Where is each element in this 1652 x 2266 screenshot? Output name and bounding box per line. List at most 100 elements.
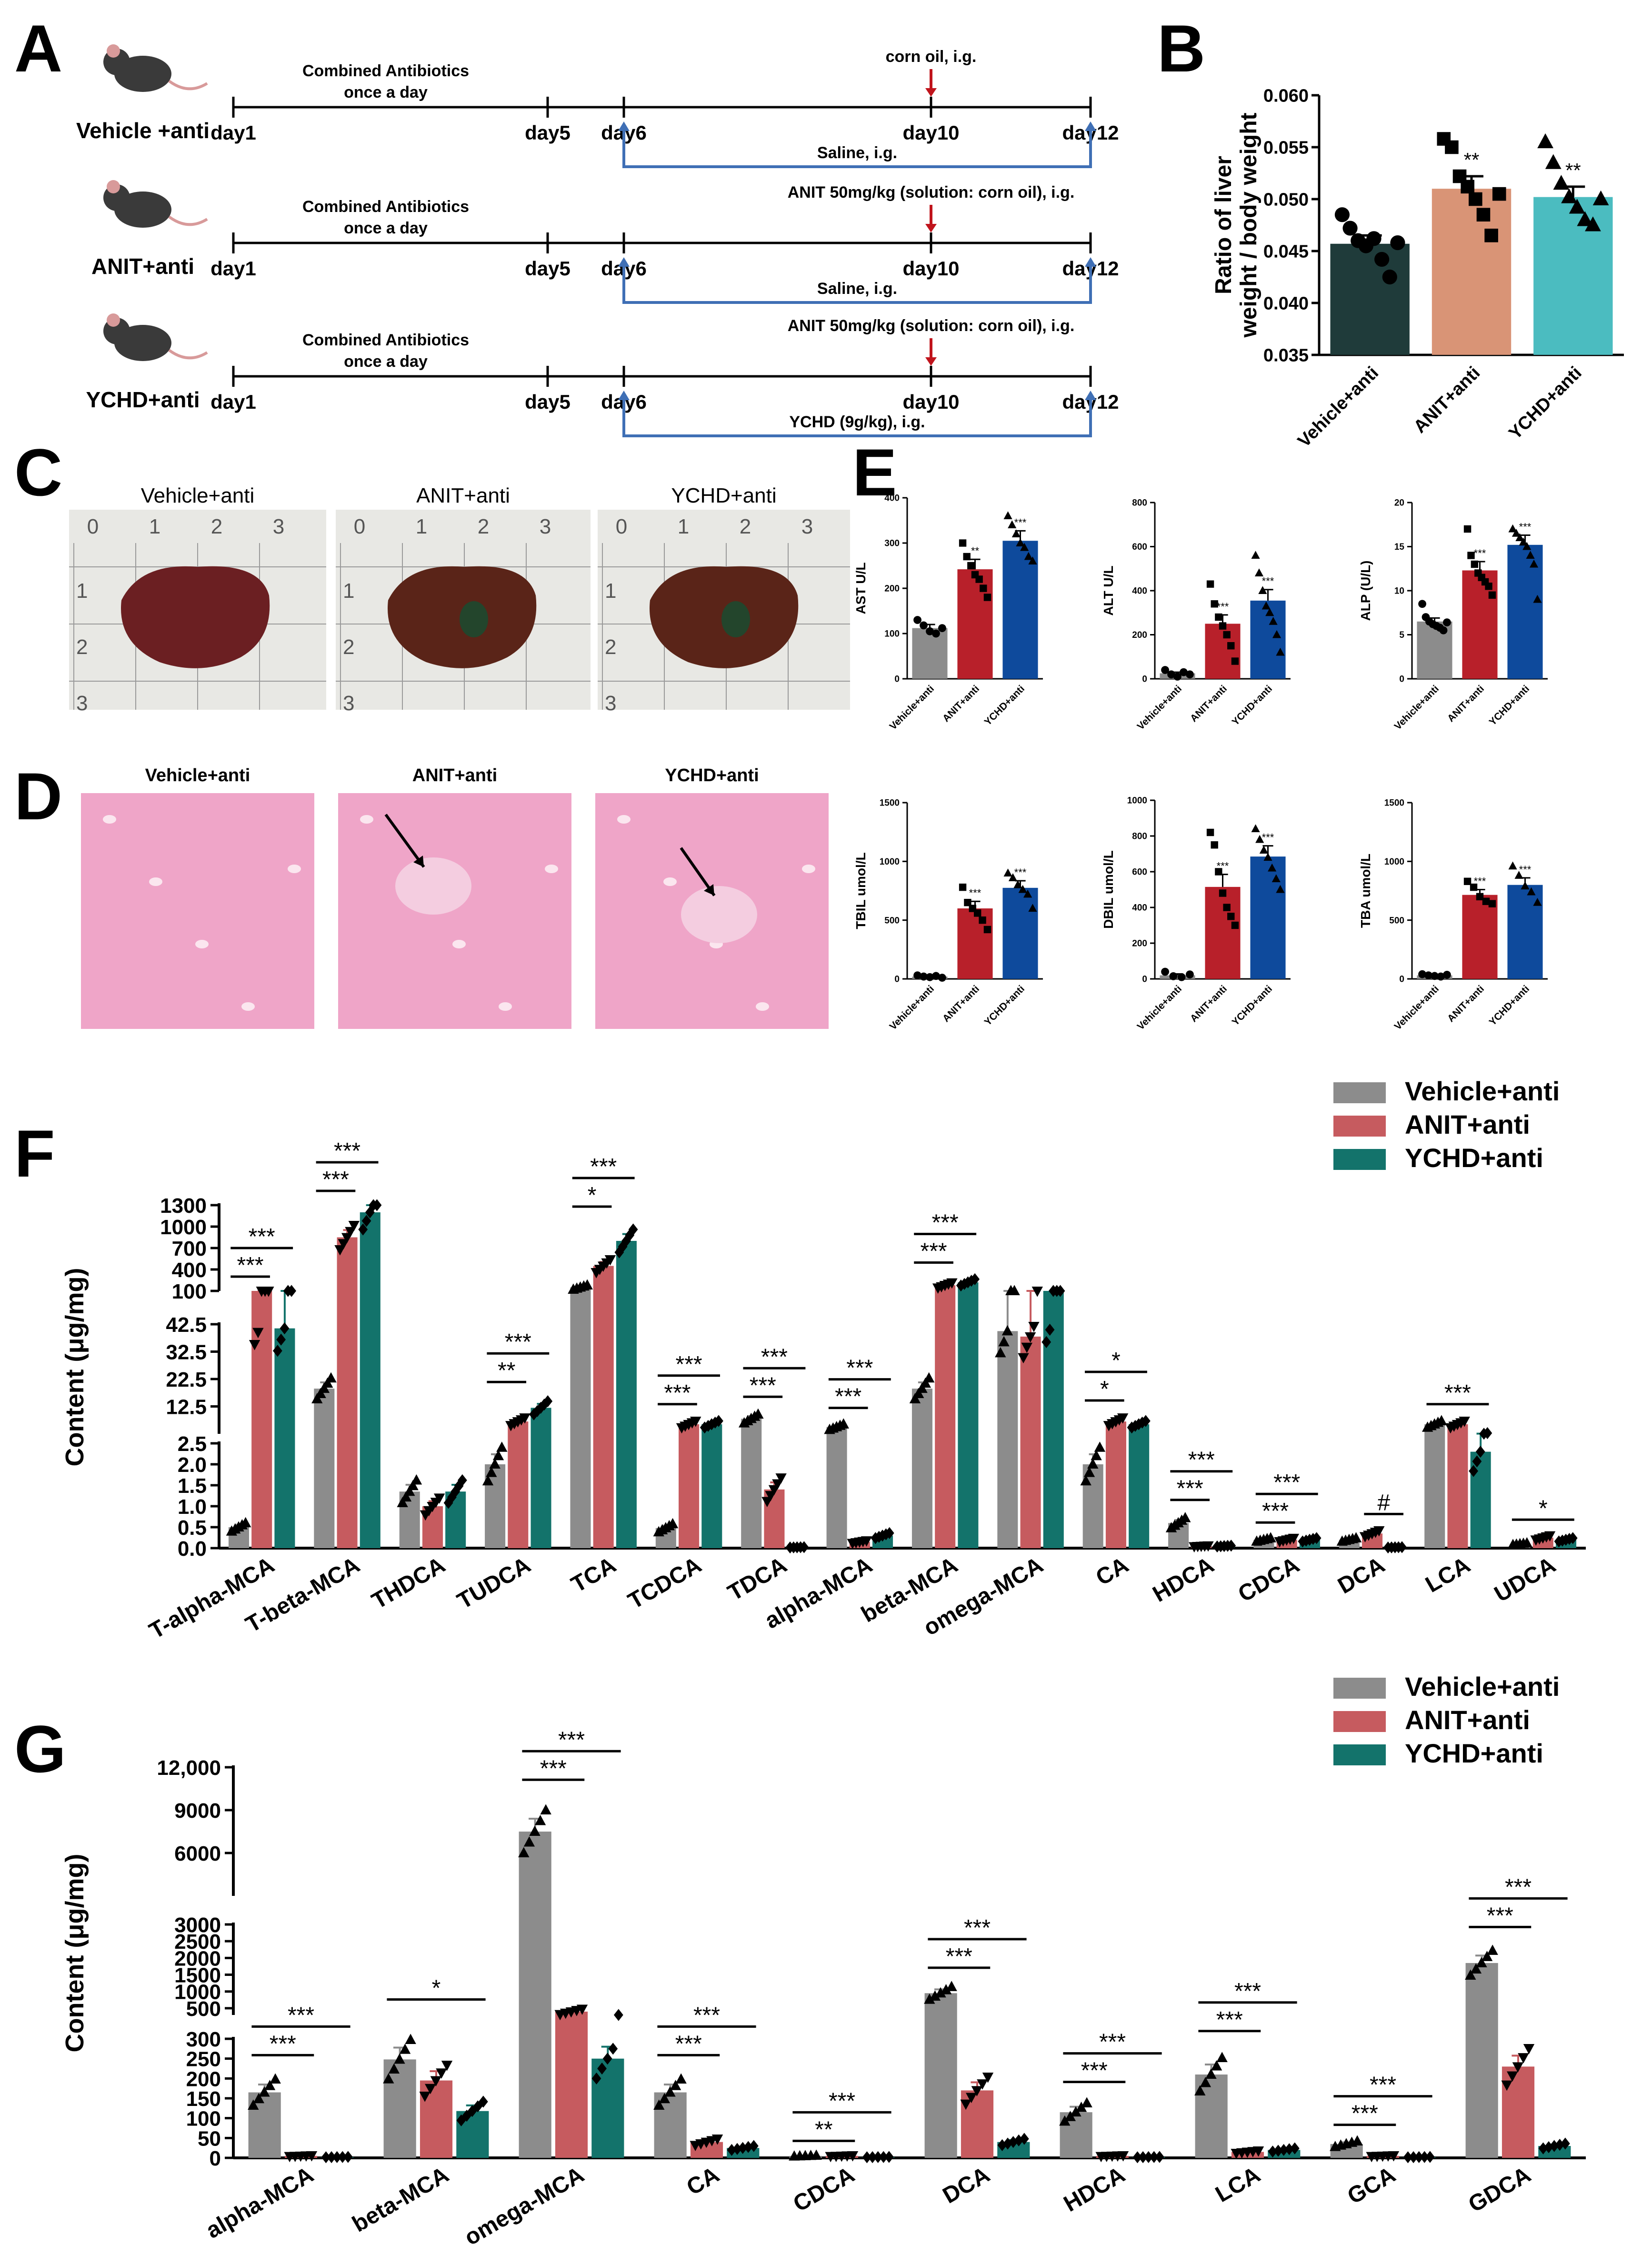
data-point [982,2073,994,2083]
group-label: ANIT+anti [91,254,194,279]
data-point [920,1377,931,1388]
data-point [913,1388,924,1399]
y-tick-label: 0.0 [178,1537,207,1561]
data-point [967,562,975,570]
y-tick-label: 1000 [174,1981,221,2004]
significance-label: *** [270,2031,296,2056]
significance-label: ** [971,545,980,557]
x-tick-label: beta-MCA [348,2162,453,2237]
bar [337,1237,358,1548]
data-point [963,1276,973,1289]
photo-title: ANIT+anti [416,484,510,507]
data-point [372,1199,382,1211]
data-point [1501,2080,1512,2091]
data-point [473,2100,483,2113]
data-point [1269,616,1278,625]
bar [1160,975,1195,979]
data-point [659,2093,671,2104]
data-point [1537,133,1553,149]
data-point [325,1372,337,1383]
data-point [1459,1416,1470,1427]
data-point [1414,2151,1424,2163]
bar [1447,1424,1468,1548]
bar [1432,189,1512,355]
x-tick-label: TDCA [723,1552,791,1606]
data-point [1560,2137,1570,2150]
vessel [103,815,116,824]
significance-label: * [1539,1496,1548,1521]
vessel [802,865,815,873]
mouse-tail-icon [168,215,208,226]
antibiotics-frequency-label: once a day [344,83,428,101]
data-point [1409,2151,1418,2164]
data-point [1251,551,1260,559]
data-point [1219,622,1227,630]
significance-label: * [1111,1348,1121,1373]
significance-label: *** [1519,521,1532,533]
chart-E3: 0 5 10 15 20 ALP (U/L) Vehicle+anti *** ANIT+ant… [1358,498,1548,732]
bar [555,2011,588,2158]
blue-arrowhead-icon [1085,391,1096,400]
data-point [248,2099,259,2110]
data-point [457,1474,467,1487]
y-tick-label: 400 [172,1259,207,1282]
data-point [1091,1450,1102,1460]
data-point [1518,2053,1529,2064]
data-point [1127,1421,1137,1434]
significance-label: *** [1014,516,1027,528]
y-tick-label: 1.5 [178,1474,207,1498]
y-tick-label: 500 [1389,916,1404,926]
significance-label: *** [761,1344,788,1370]
antibiotics-label: Combined Antibiotics [302,331,469,349]
data-point [1008,873,1018,881]
bar [531,1408,551,1548]
y-tick-label: 32.5 [166,1341,207,1364]
x-tick-label: Vehicle+anti [1392,983,1442,1032]
data-point [1019,2133,1029,2145]
ruler-number: 2 [343,635,354,659]
data-point [1211,600,1218,608]
gallbladder [721,601,750,637]
data-point [1138,2151,1148,2164]
data-point [1223,904,1231,911]
x-tick-label: GDCA [1464,2162,1535,2218]
x-tick-label: LCA [1211,2162,1265,2207]
data-point [315,1388,326,1399]
data-point [456,2114,466,2126]
data-point [591,2072,601,2085]
bar [911,1389,932,1548]
data-point [348,1221,360,1231]
ruler-number: 2 [478,515,489,538]
data-point [959,539,967,547]
legend-swatch [1333,1116,1386,1137]
red-arrowhead-icon [925,88,937,97]
y-tick-label: 1000 [880,857,900,867]
data-point [1169,972,1178,980]
y-tick-label: 5 [1399,630,1404,640]
data-point [653,2099,665,2110]
bar [1105,1421,1126,1548]
data-point [519,1413,531,1424]
data-point [1094,1441,1106,1452]
blue-arrowhead-icon [618,121,630,131]
data-point [400,1491,412,1502]
y-tick-label: 800 [1132,498,1147,508]
data-point [1055,1285,1065,1297]
liver-photo [121,566,270,668]
x-tick-label: ANIT+anti [1445,983,1486,1024]
data-point [862,2151,872,2164]
data-point [1470,1963,1482,1974]
y-tick-label: 0.060 [1263,86,1309,106]
y-axis-label: Content (μg/mg) [60,1268,89,1467]
data-point [1081,2097,1092,2107]
data-point [909,1393,921,1403]
arrowhead-icon [704,884,714,896]
data-point [1533,594,1542,603]
x-tick-label: Vehicle+anti [888,683,937,732]
significance-label: *** [249,1224,275,1249]
x-tick-label: YCHD+anti [982,683,1027,727]
data-point [1161,666,1169,674]
significance-label: *** [288,2003,314,2028]
x-tick-label: THDCA [368,1552,450,1614]
data-point [743,2141,753,2153]
